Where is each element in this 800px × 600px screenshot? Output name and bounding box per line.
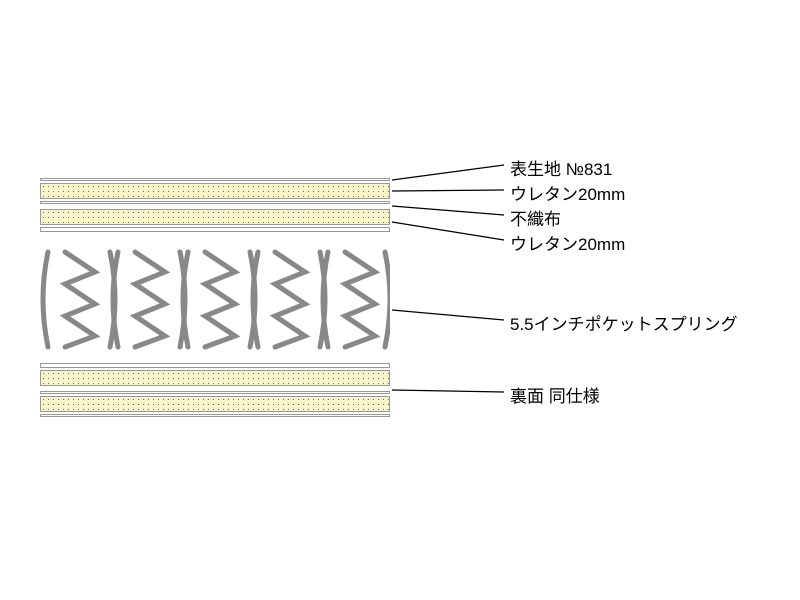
label-back-same: 裏面 同仕様 <box>510 382 600 407</box>
top-layers <box>40 178 390 232</box>
spring-layer <box>40 242 390 357</box>
layer-urethane-top <box>40 183 390 199</box>
layer-urethane-2 <box>40 209 390 225</box>
label-urethane-2: ウレタン20mm <box>510 230 625 255</box>
layer-urethane-bot2 <box>40 396 390 412</box>
layer-urethane-bot1 <box>40 370 390 386</box>
label-nonwoven: 不織布 <box>510 205 561 230</box>
label-spring: 5.5インチポケットスプリング <box>510 310 738 335</box>
label-surface-fabric: 表生地 №831 <box>510 155 612 180</box>
mattress-diagram: 表生地 №831 ウレタン20mm 不織布 ウレタン20mm 5.5インチポケッ… <box>0 0 800 600</box>
layer-nonwoven-top2 <box>40 227 390 232</box>
bottom-layers <box>40 363 390 417</box>
layer-surface-fabric-bot <box>40 414 390 417</box>
label-urethane-1: ウレタン20mm <box>510 180 625 205</box>
